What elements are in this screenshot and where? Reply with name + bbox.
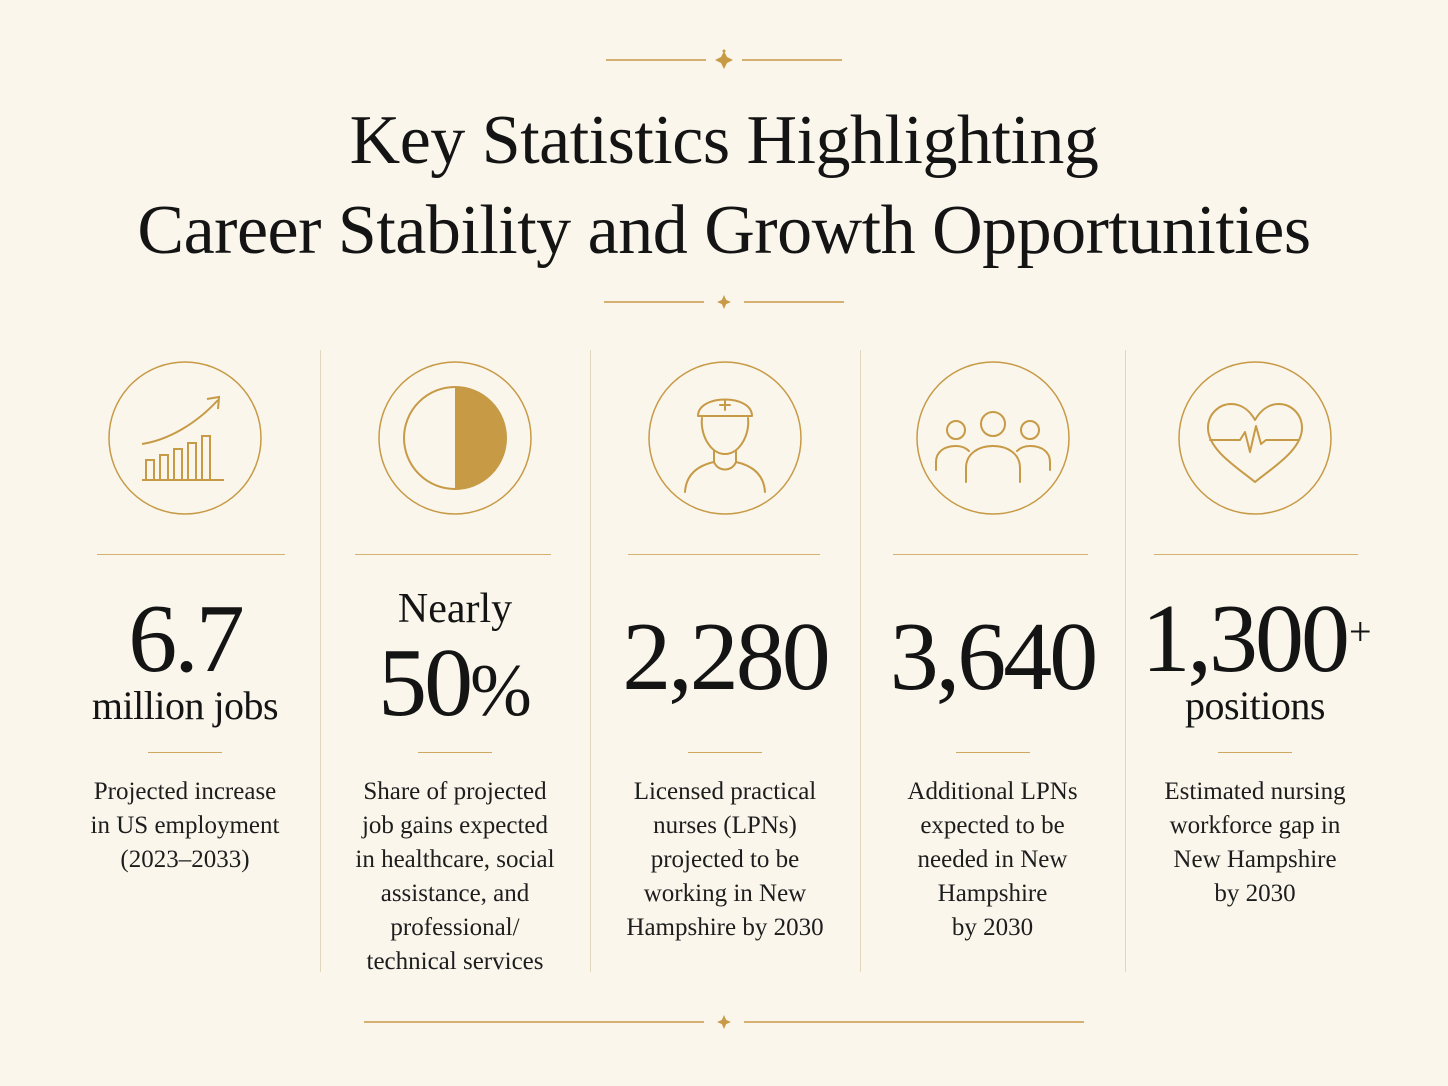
stat-suffix: %: [470, 650, 532, 732]
title-line-2: Career Stability and Growth Opportunitie…: [137, 192, 1311, 269]
top-ornament: [0, 48, 1448, 72]
section-rule: [97, 554, 285, 555]
stat-value: 6.7: [128, 585, 245, 693]
heart-pulse-icon: [1178, 358, 1332, 518]
title-line-1: Key Statistics Highlighting: [349, 102, 1099, 179]
stat-value: 50: [378, 629, 473, 737]
stat-value-row: 50%: [320, 634, 590, 732]
stat-prefix: Nearly: [397, 586, 513, 632]
column-divider: [860, 350, 861, 972]
section-rule-short: [418, 752, 492, 753]
stat-card-healthcare-share: Nearly 50% Share of projected job gains …: [320, 350, 590, 990]
stat-unit: million jobs: [91, 683, 279, 728]
half-circle-icon: [378, 358, 532, 518]
people-group-icon: [915, 358, 1070, 518]
section-rule: [893, 554, 1088, 555]
stat-description: Estimated nursing workforce gap in New H…: [1164, 778, 1346, 907]
section-rule-short: [148, 752, 222, 753]
column-divider: [320, 350, 321, 972]
stat-card-workforce-gap: 1,300+ positions Estimated nursing workf…: [1125, 350, 1385, 990]
page-title: Key Statistics Highlighting Career Stabi…: [0, 96, 1448, 276]
stat-card-lpns-needed: 3,640 Additional LPNs expected to be nee…: [860, 350, 1125, 990]
stat-card-lpns-working: 2,280 Licensed practical nurses (LPNs) p…: [590, 350, 860, 990]
bottom-ornament: [0, 1010, 1448, 1034]
stat-card-us-jobs: 6.7 million jobs Projected increase in U…: [50, 350, 320, 990]
section-rule: [355, 554, 551, 555]
growth-chart-icon: [108, 358, 262, 518]
stat-value: 3,640: [889, 603, 1099, 711]
stat-value: 2,280: [622, 603, 831, 711]
section-rule: [628, 554, 820, 555]
column-divider: [590, 350, 591, 972]
section-rule-short: [688, 752, 762, 753]
stat-value-row: 1,300+: [1125, 590, 1385, 688]
section-rule-short: [1218, 752, 1292, 753]
stat-value: 1,300: [1141, 585, 1349, 693]
stat-description: Projected increase in US employment (202…: [90, 778, 280, 873]
stat-description: Additional LPNs expected to be needed in…: [907, 778, 1078, 941]
column-divider: [1125, 350, 1126, 972]
title-divider: [0, 290, 1448, 314]
section-rule: [1154, 554, 1358, 555]
stat-unit: positions: [1185, 683, 1325, 728]
stat-suffix: +: [1348, 609, 1371, 654]
stat-description: Licensed practical nurses (LPNs) project…: [626, 778, 824, 941]
nurse-icon: [648, 358, 802, 518]
stat-description: Share of projected job gains expected in…: [355, 778, 555, 975]
section-rule-short: [955, 752, 1030, 753]
